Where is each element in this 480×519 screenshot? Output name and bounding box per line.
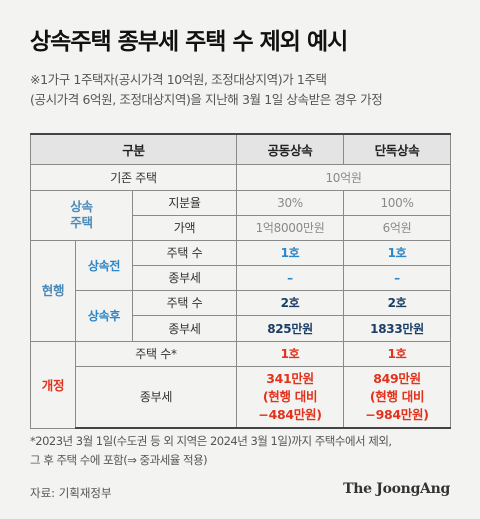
before-count-joint: 1호 bbox=[236, 239, 345, 266]
share-label: 지분율 bbox=[131, 189, 238, 216]
revised-tax-joint-note: (현행 대비 bbox=[262, 388, 318, 404]
before-count-label: 주택 수 bbox=[131, 239, 238, 266]
before-tax-joint: – bbox=[236, 264, 345, 291]
after-count-label: 주택 수 bbox=[131, 289, 238, 316]
revised-tax-joint: 341만원 (현행 대비 −484만원) bbox=[236, 365, 345, 429]
after-count-sole: 2호 bbox=[343, 289, 452, 316]
revised-tax-sole-diff: −984만원) bbox=[365, 406, 429, 422]
table-row: 종부세 825만원 1833만원 bbox=[31, 314, 452, 342]
table-row: 상속 주택 지분율 30% 100% bbox=[30, 189, 452, 241]
table-row: 현행 상속전 주택 수 1호 1호 bbox=[30, 239, 452, 342]
revised-count-label: 주택 수* bbox=[74, 340, 238, 367]
header-category: 구분 bbox=[29, 133, 238, 165]
revised-tax-sole-note: (현행 대비 bbox=[369, 388, 425, 404]
table-header-row: 구분 공동상속 단독상속 bbox=[29, 133, 452, 165]
price-sole: 6억원 bbox=[343, 214, 452, 241]
share-joint: 30% bbox=[236, 189, 345, 216]
before-inheritance-label: 상속전 bbox=[75, 239, 133, 291]
price-label: 가액 bbox=[131, 214, 238, 241]
publisher-logo: The JoongAng bbox=[343, 481, 450, 497]
source-credit: 자료: 기획재정부 bbox=[30, 486, 112, 500]
revised-tax-joint-amount: 341만원 bbox=[266, 370, 314, 386]
after-count-joint: 2호 bbox=[236, 289, 345, 316]
existing-house-label: 기존 주택 bbox=[29, 163, 238, 191]
footnote: *2023년 3월 1일(수도권 등 외 지역은 2024년 3월 1일)까지 … bbox=[30, 432, 470, 470]
table-row: 개정 주택 수* 1호 1호 bbox=[30, 340, 452, 429]
before-count-sole: 1호 bbox=[343, 239, 452, 266]
infographic-subtitle: ※1가구 1주택자(공시가격 10억원, 조정대상지역)가 1주택 (공시가격 … bbox=[30, 70, 460, 110]
table-row: 종부세 341만원 (현행 대비 −484만원) 849만원 (현행 대비 −9… bbox=[31, 365, 452, 429]
after-tax-sole: 1833만원 bbox=[343, 314, 452, 342]
footnote-line-2: 그 후 주택 수에 포함(⇒ 중과세율 적용) bbox=[30, 453, 208, 467]
footnote-line-1: *2023년 3월 1일(수도권 등 외 지역은 2024년 3월 1일)까지 … bbox=[30, 434, 392, 448]
infographic-title: 상속주택 종부세 주택 수 제외 예시 bbox=[30, 29, 348, 55]
header-joint: 공동상속 bbox=[236, 133, 345, 165]
comparison-table: 구분 공동상속 단독상속 기존 주택 10억원 상속 주택 지분율 30% 10… bbox=[29, 133, 452, 429]
header-sole: 단독상속 bbox=[343, 133, 452, 165]
existing-house-value: 10억원 bbox=[236, 163, 452, 191]
inherited-house-label-line-1: 상속 bbox=[70, 199, 93, 214]
share-sole: 100% bbox=[343, 189, 452, 216]
revised-tax-sole: 849만원 (현행 대비 −984만원) bbox=[343, 365, 452, 429]
revised-count-sole: 1호 bbox=[343, 340, 452, 367]
revised-tax-label: 종부세 bbox=[74, 365, 238, 429]
table-row: 상속후 주택 수 2호 2호 bbox=[31, 289, 452, 342]
revised-tax-joint-diff: −484만원) bbox=[258, 406, 322, 422]
table-row: 종부세 – – bbox=[31, 264, 452, 291]
subtitle-line-2: (공시가격 6억원, 조정대상지역)을 지난해 3월 1일 상속받은 경우 가정 bbox=[30, 92, 383, 107]
subtitle-line-1: ※1가구 1주택자(공시가격 10억원, 조정대상지역)가 1주택 bbox=[30, 72, 327, 87]
after-inheritance-label: 상속후 bbox=[75, 289, 133, 342]
table-row: 기존 주택 10억원 bbox=[29, 163, 452, 191]
inherited-house-label-line-2: 주택 bbox=[70, 215, 93, 230]
before-tax-sole: – bbox=[343, 264, 452, 291]
before-tax-label: 종부세 bbox=[131, 264, 238, 291]
revised-count-joint: 1호 bbox=[236, 340, 345, 367]
price-joint: 1억8000만원 bbox=[236, 214, 345, 241]
table-row: 가액 1억8000만원 6억원 bbox=[31, 214, 452, 241]
after-tax-joint: 825만원 bbox=[236, 314, 345, 342]
current-rule-label: 현행 bbox=[30, 239, 76, 342]
revised-tax-sole-amount: 849만원 bbox=[373, 370, 421, 386]
revised-rule-label: 개정 bbox=[30, 340, 76, 429]
after-tax-label: 종부세 bbox=[131, 314, 238, 342]
inherited-house-label: 상속 주택 bbox=[30, 189, 133, 241]
